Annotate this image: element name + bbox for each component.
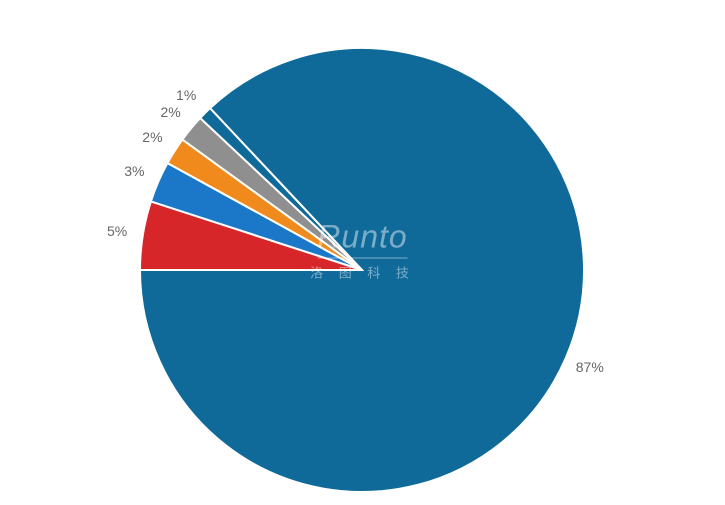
slice-label: 2% (142, 129, 162, 145)
slice-label: 2% (160, 104, 180, 120)
slice-label: 1% (176, 87, 196, 103)
slice-label: 5% (107, 223, 127, 239)
pie-chart (0, 0, 725, 500)
slice-label: 87% (576, 359, 604, 375)
slice-label: 3% (124, 163, 144, 179)
